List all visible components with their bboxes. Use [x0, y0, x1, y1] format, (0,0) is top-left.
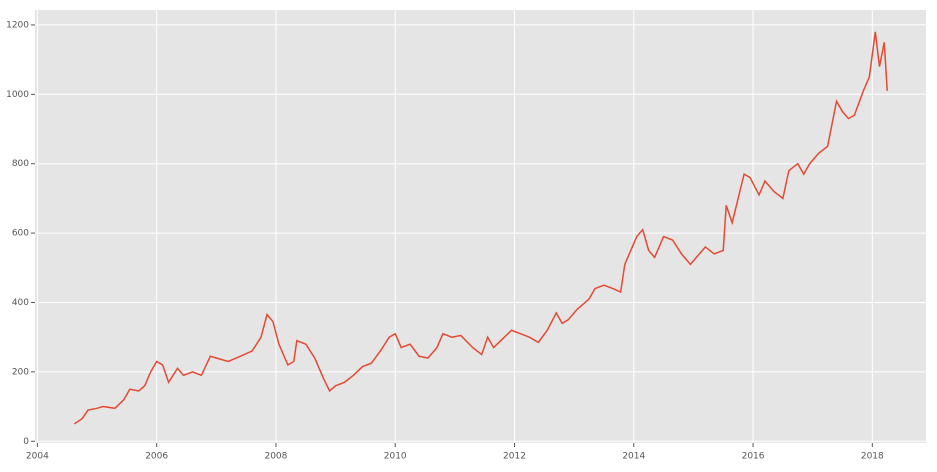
- y-tick-label: 200: [12, 367, 29, 377]
- x-tick-label: 2018: [861, 452, 884, 462]
- plot-area: [35, 10, 926, 443]
- y-tick-label: 800: [12, 159, 29, 169]
- y-tick-label: 1000: [6, 90, 29, 100]
- x-tick-label: 2004: [26, 452, 49, 462]
- x-tick-label: 2012: [503, 452, 526, 462]
- y-tick-label: 600: [12, 229, 29, 239]
- y-tick-label: 1200: [6, 20, 29, 30]
- y-tick-label: 0: [23, 437, 29, 447]
- x-tick-label: 2014: [622, 452, 645, 462]
- x-tick-label: 2010: [384, 452, 407, 462]
- x-tick-label: 2008: [264, 452, 287, 462]
- y-tick-label: 400: [12, 298, 29, 308]
- line: [73, 31, 888, 425]
- x-tick-label: 2016: [742, 452, 765, 462]
- x-tick-label: 2006: [145, 452, 168, 462]
